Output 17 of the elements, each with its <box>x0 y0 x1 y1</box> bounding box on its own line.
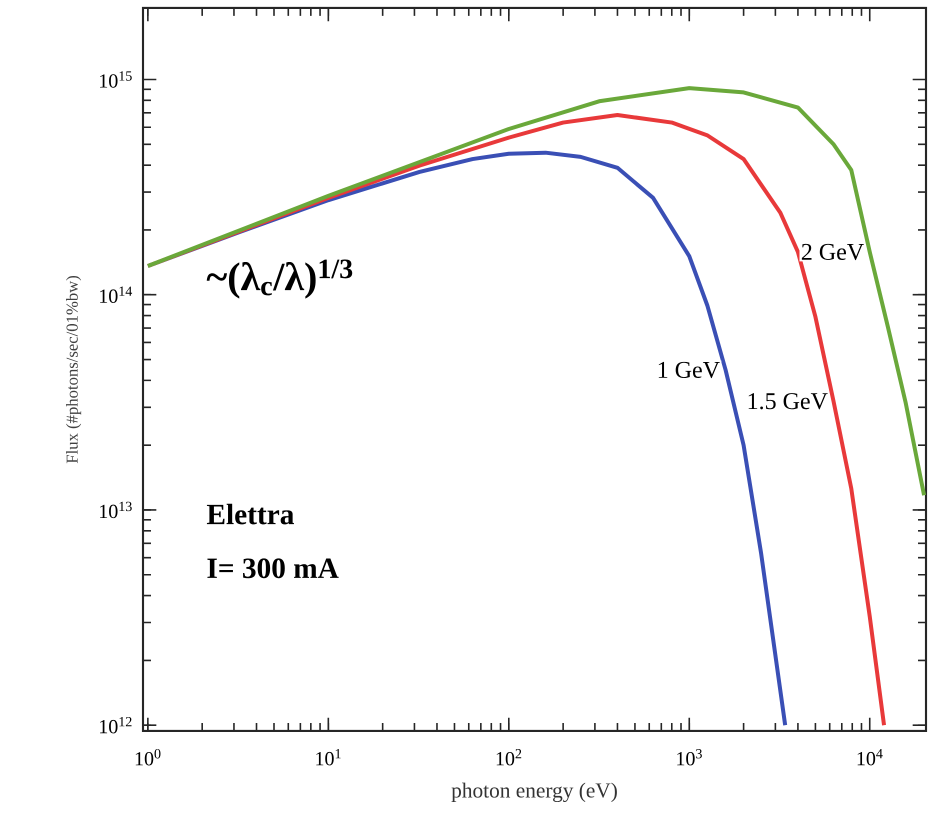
x-axis-title: photon energy (eV) <box>452 782 617 802</box>
x-tick-label: 10$^{2}$ <box>496 749 522 766</box>
annotation: Elettra <box>206 504 294 524</box>
y-tick-label: 10$^{14}$ <box>100 286 132 303</box>
x-tick-label: 10$^{1}$ <box>316 749 341 766</box>
y-tick-label: 10$^{15}$ <box>100 71 132 88</box>
y-tick-label: 10$^{13}$ <box>100 502 132 518</box>
series-label: 1 GeV <box>658 362 720 378</box>
y-tick-label: 10$^{12}$ <box>100 716 132 734</box>
annotation: ~(λ$_{c}$/λ)$^{1/3}$ <box>206 260 352 299</box>
x-tick-label: 10$^{0}$ <box>136 749 160 766</box>
annotation: I= 300 mA <box>207 558 339 578</box>
x-tick-label: 10$^{3}$ <box>677 749 702 766</box>
y-axis-title: Flux (#photons/sec/01%bw) <box>66 276 82 464</box>
series-label: 1.5 GeV <box>748 393 828 410</box>
series-label: 2 GeV <box>802 244 864 260</box>
x-tick-label: 10$^{4}$ <box>858 749 883 766</box>
